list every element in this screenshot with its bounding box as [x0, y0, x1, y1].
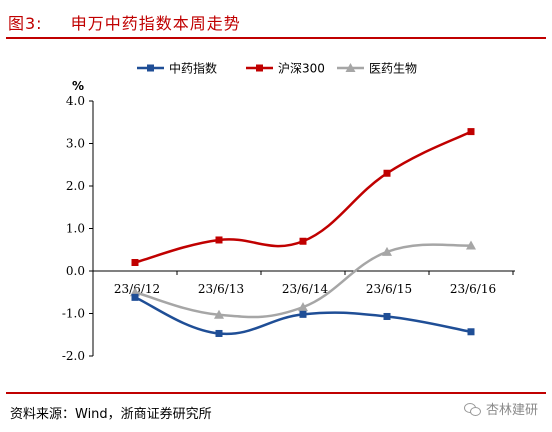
y-tick-label: 4.0	[66, 94, 85, 108]
legend-marker-0	[147, 64, 154, 72]
y-tick-label: 2.0	[66, 179, 85, 193]
y-tick-label: 3.0	[66, 137, 85, 151]
data-point-1	[299, 237, 307, 245]
data-point-1	[215, 236, 223, 244]
data-point-2	[214, 309, 224, 319]
watermark: 杏林建研	[463, 399, 538, 418]
y-tick-label: -1.0	[62, 307, 85, 321]
legend-marker-2	[345, 63, 356, 72]
data-point-0	[467, 328, 475, 336]
data-point-0	[131, 293, 139, 301]
legend-label-1: 沪深300	[278, 62, 325, 76]
data-point-0	[383, 312, 391, 320]
wechat-icon	[463, 402, 482, 416]
x-tick-label: 23/6/16	[450, 282, 496, 296]
legend-label-0: 中药指数	[169, 61, 217, 76]
figure-title: 图3: 申万中药指数本周走势	[8, 10, 241, 34]
y-tick-label: 1.0	[66, 222, 85, 236]
y-tick-label: -2.0	[62, 349, 85, 363]
y-axis-unit: %	[72, 79, 84, 93]
x-tick-label: 23/6/14	[282, 282, 329, 296]
y-tick-label: 0.0	[66, 264, 85, 278]
bottom-rule	[6, 392, 546, 394]
figure-label: 图3:	[8, 14, 43, 33]
legend-label-2: 医药生物	[369, 62, 417, 76]
data-point-2	[298, 302, 308, 312]
source-note: 资料来源：Wind，浙商证券研究所	[10, 407, 212, 422]
watermark-text: 杏林建研	[485, 403, 538, 418]
data-point-1	[467, 128, 475, 136]
data-point-1	[383, 169, 391, 177]
x-tick-label: 23/6/12	[114, 282, 160, 296]
data-point-0	[215, 329, 223, 337]
legend-marker-1	[256, 64, 263, 72]
data-point-2	[382, 246, 392, 256]
data-point-1	[131, 259, 139, 266]
x-tick-label: 23/6/13	[198, 282, 244, 296]
data-point-2	[466, 240, 476, 250]
x-tick-label: 23/6/15	[366, 282, 412, 296]
figure-title-text: 申万中药指数本周走势	[70, 14, 241, 33]
data-point-0	[299, 310, 307, 318]
title-rule	[6, 37, 546, 39]
